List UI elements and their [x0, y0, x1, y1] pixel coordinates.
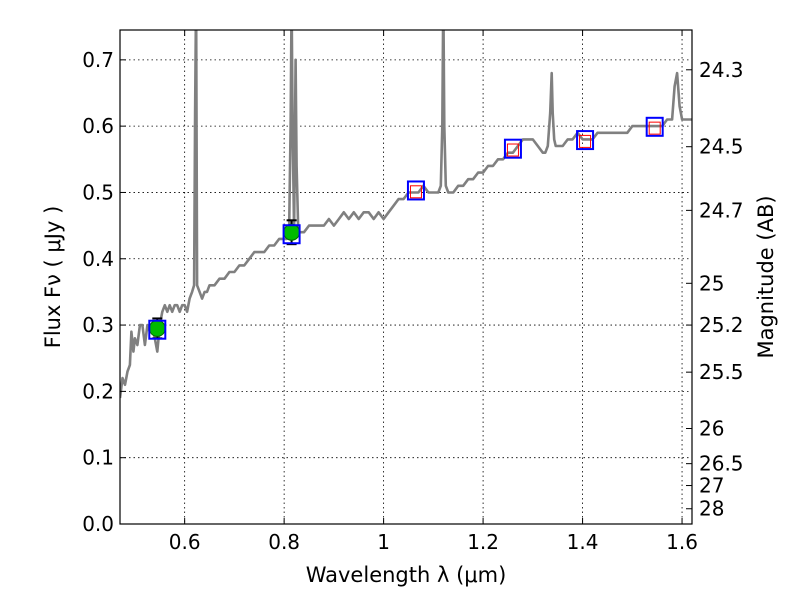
y-tick-label: 0.1 [82, 446, 114, 470]
fit-box [506, 143, 519, 157]
x-tick-label: 1.4 [567, 530, 599, 554]
y2-tick-label: 26 [699, 417, 724, 441]
y2-tick-label: 28 [699, 497, 724, 521]
fit-box [579, 134, 592, 148]
y-tick-label: 0.0 [82, 512, 114, 536]
y2-tick-label: 25.5 [699, 360, 744, 384]
plot-area [120, 30, 692, 524]
y-tick-label: 0.4 [82, 247, 114, 271]
y2-tick-label: 24.7 [699, 198, 744, 222]
y-tick-label: 0.7 [82, 48, 114, 72]
data-layer [120, 30, 692, 399]
observed-point [283, 223, 301, 241]
y-tick-label: 0.6 [82, 114, 114, 138]
x-tick-label: 1.6 [666, 530, 698, 554]
fit-box [409, 185, 422, 199]
x-tick-label: 0.6 [169, 530, 201, 554]
y-axis-label: Flux Fν ( μJy ) [41, 206, 65, 349]
y-tick-label: 0.5 [82, 180, 114, 204]
y2-tick-label: 25 [699, 271, 724, 295]
model-box [406, 180, 425, 201]
x-tick-label: 1.2 [467, 530, 499, 554]
y2-tick-label: 24.3 [699, 58, 744, 82]
y-tick-label: 0.2 [82, 379, 114, 403]
model-box [148, 319, 167, 340]
model-box [576, 130, 595, 151]
x-axis-label: Wavelength λ (μm) [306, 563, 507, 587]
model-box [645, 116, 664, 137]
y2-tick-label: 25.2 [699, 313, 744, 337]
x-tick-label: 1 [377, 530, 390, 554]
y-tick-label: 0.3 [82, 313, 114, 337]
spectrum-line [120, 30, 692, 399]
fit-box [648, 121, 661, 135]
plot-frame [119, 29, 693, 525]
x-tick-label: 0.8 [268, 530, 300, 554]
y2-tick-label: 24.5 [699, 135, 744, 159]
ticks: 0.6 0.8 1 1.2 1.4 1.6 0.0 0.1 0.2 0.3 0.4 0.5 0.6 0.7… [82, 30, 744, 554]
y2-tick-label: 27 [699, 474, 724, 498]
observed-point [148, 319, 166, 337]
y2-axis-label: Magnitude (AB) [754, 195, 778, 358]
model-box [503, 138, 522, 159]
model-box [282, 224, 301, 245]
y2-tick-label: 26.5 [699, 452, 744, 476]
